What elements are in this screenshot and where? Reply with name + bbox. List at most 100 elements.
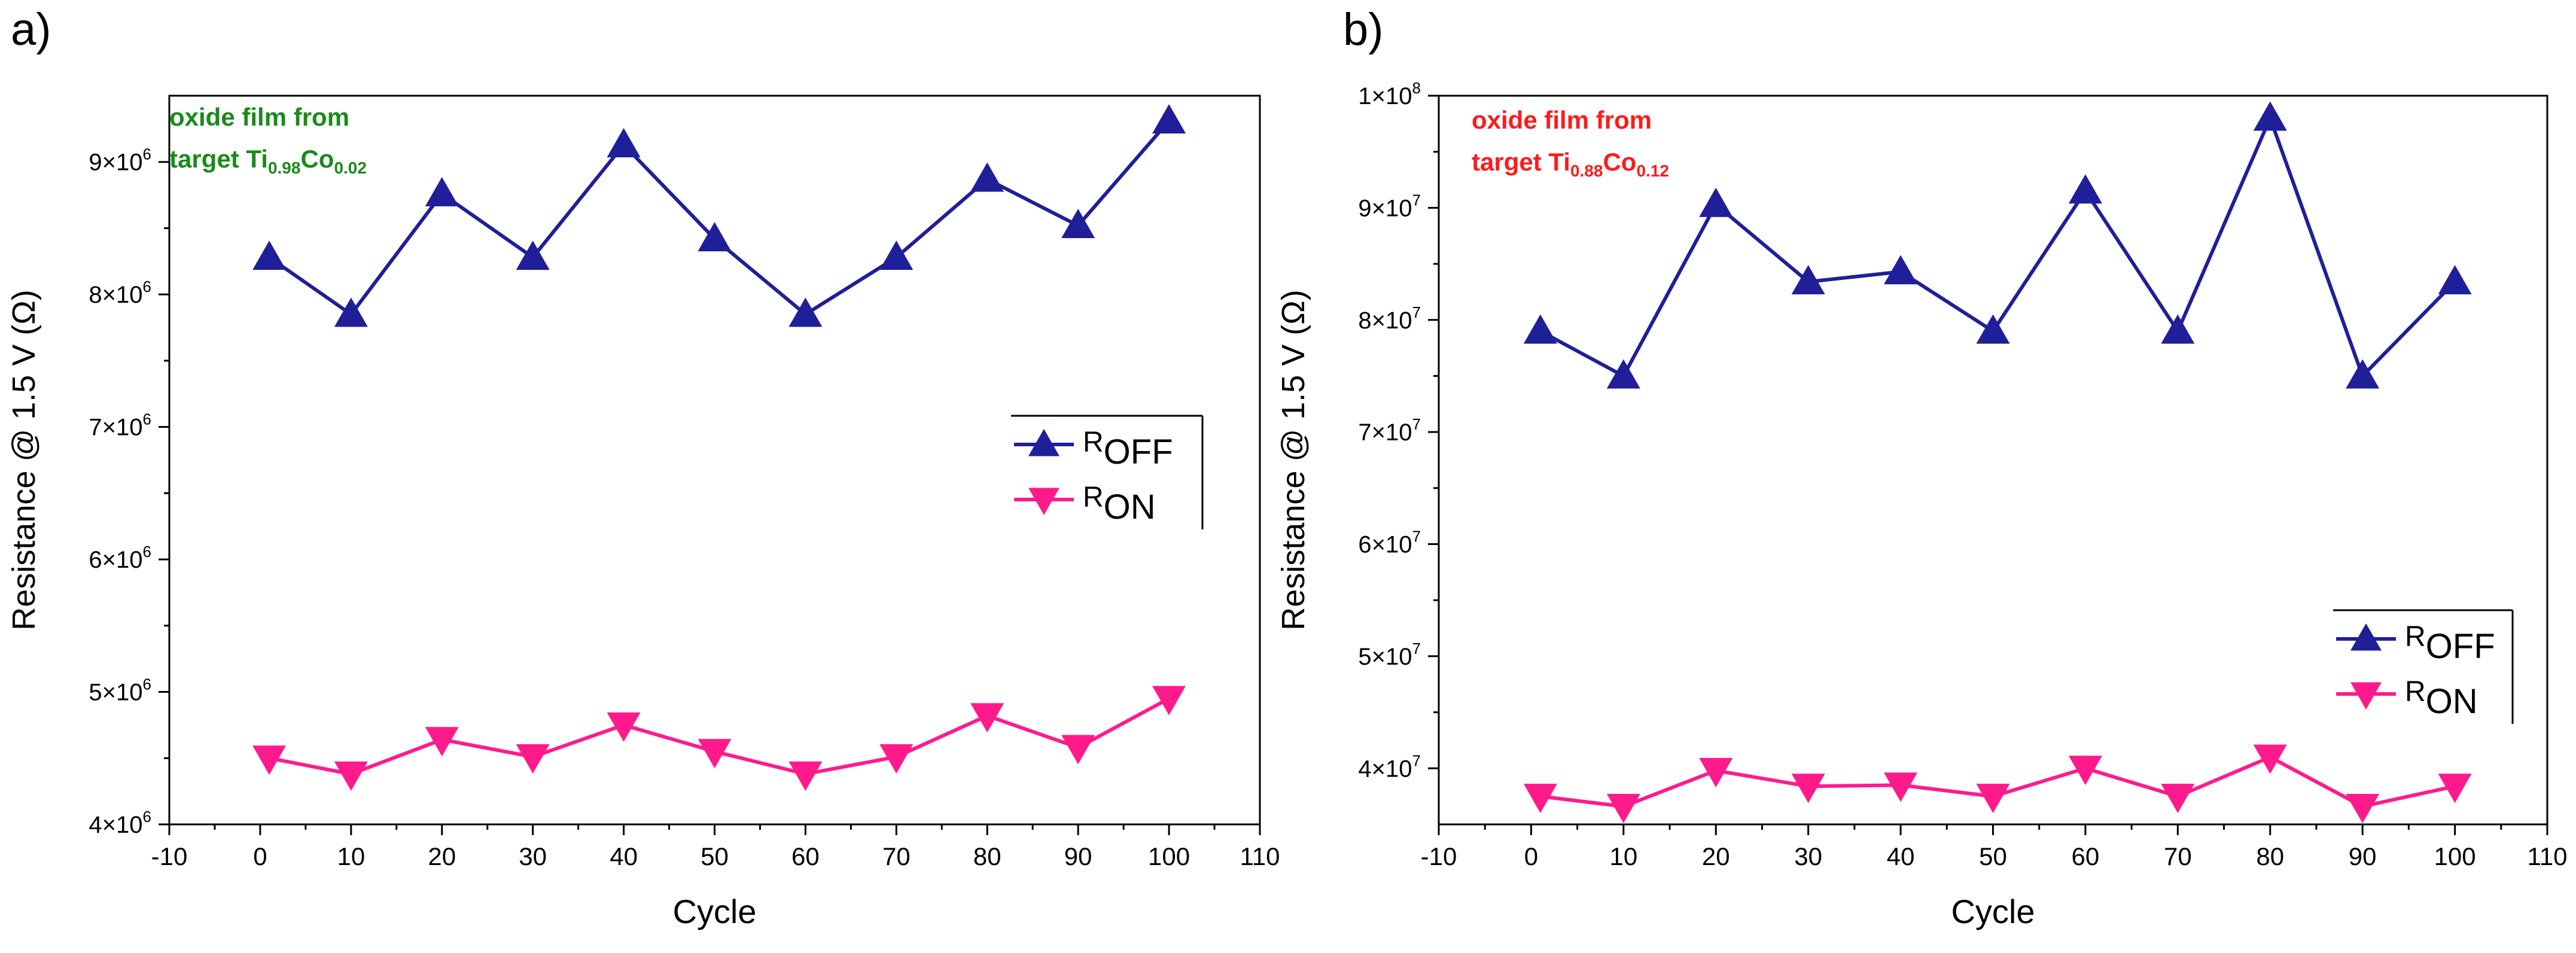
data-point [788,761,823,791]
x-tick-label: 70 [882,842,911,870]
data-point [252,240,287,270]
y-tick-exponent: 7 [1412,640,1421,657]
data-point [879,744,914,774]
y-tick-mantissa: 9×10 [89,150,142,176]
data-point [1884,255,1918,285]
legend-label: RON [2405,676,2478,721]
legend-swatch-marker [1028,488,1059,515]
annotation-subscript-1: 0.88 [1570,162,1603,180]
y-tick-label: 5×106 [89,675,151,706]
annotation-line1: oxide film from [169,103,349,131]
data-point [2346,359,2380,389]
y-tick-mantissa: 7×10 [89,415,142,441]
panel-label: a) [11,4,51,55]
data-point [607,127,641,157]
data-point [1791,265,1825,295]
y-tick-label: 8×106 [89,278,151,308]
y-tick-exponent: 7 [1412,191,1421,209]
legend-swatch-marker [2350,623,2382,651]
x-tick-label: 30 [519,842,547,870]
y-tick-mantissa: 8×10 [1358,307,1412,334]
data-point [2438,774,2472,803]
y-tick-exponent: 6 [143,808,151,826]
data-point [1152,104,1186,134]
legend-label: ROFF [1083,427,1173,471]
legend-swatch-marker [1028,429,1059,456]
y-tick-label: 4×106 [89,808,151,838]
y-tick-label: 6×106 [89,543,151,573]
data-point [698,739,732,769]
x-tick-label: 10 [337,842,365,870]
data-point [1976,784,2010,814]
data-point [1791,774,1825,803]
y-tick-exponent: 7 [1412,528,1421,546]
data-point [1523,784,1557,814]
y-tick-mantissa: 4×10 [1358,756,1412,782]
y-tick-label: 6×107 [1358,528,1421,558]
x-tick-label: 110 [2528,842,2568,870]
data-point [788,297,823,327]
data-point [2161,784,2195,814]
data-point [1061,209,1095,239]
y-tick-exponent: 7 [1412,303,1421,321]
y-tick-mantissa: 6×10 [89,547,142,573]
x-tick-label: 0 [253,842,267,870]
x-tick-label: 110 [1240,842,1280,870]
x-tick-label: 20 [1702,842,1730,870]
chart-panel-a: a)-10 0 10 20 30 40 50 60 70 80 90 100 1104×1065×106… [6,4,1280,930]
y-tick-mantissa: 8×10 [89,282,142,308]
x-tick-label: 40 [1887,842,1915,870]
y-tick-label: 9×106 [89,145,151,176]
data-point [1699,758,1733,788]
legend-label-sub: OFF [2426,627,2495,666]
y-tick-label: 8×107 [1358,303,1421,334]
data-point [1152,686,1186,715]
legend-label-main: R [1083,427,1104,458]
y-tick-mantissa: 4×10 [89,812,142,838]
y-tick-mantissa: 1×10 [1358,83,1412,109]
data-point [516,240,550,270]
y-tick-exponent: 6 [143,145,151,163]
x-tick-label: 60 [791,842,820,870]
annotation-element: Co [1603,148,1636,176]
y-tick-exponent: 6 [143,675,151,693]
series-line [269,696,1170,776]
y-tick-label: 4×107 [1358,751,1421,782]
y-tick-label: 1×108 [1358,79,1421,109]
x-tick-label: -10 [1421,842,1457,870]
x-tick-label: 70 [2164,842,2192,870]
x-tick-label: 30 [1794,842,1822,870]
y-tick-exponent: 6 [143,543,151,561]
data-point [1699,187,1733,217]
data-point [516,744,550,774]
x-tick-label: 50 [1979,842,2007,870]
y-tick-exponent: 6 [143,278,151,296]
annotation-line1: oxide film from [1472,106,1652,134]
legend-label-sub: ON [1104,488,1156,526]
data-point [2438,265,2472,295]
y-tick-label: 7×106 [89,410,151,441]
y-tick-exponent: 7 [1412,751,1421,769]
legend: ROFF RON [2333,609,2514,724]
annotation-subscript-2: 0.02 [334,159,367,177]
x-tick-label: 100 [2434,842,2476,870]
annotation-prefix: target Ti [1472,148,1570,176]
chart-panel-b: b)-10 0 10 20 30 40 50 60 70 80 90 100 1104×1075×107… [1275,4,2567,930]
data-point [1606,794,1640,824]
x-tick-label: 100 [1148,842,1190,870]
y-tick-mantissa: 5×10 [89,680,142,706]
y-tick-mantissa: 5×10 [1358,644,1412,670]
x-tick-label: 40 [610,842,638,870]
annotation-subscript-2: 0.12 [1636,162,1669,180]
panel-label: b) [1343,4,1384,55]
data-point [334,297,368,327]
data-point [1606,359,1640,389]
x-tick-label: -10 [151,842,188,870]
x-tick-label: 20 [428,842,456,870]
annotation-subscript-1: 0.98 [268,159,301,177]
annotation-line2: target Ti0.88Co0.12 [1472,148,1669,180]
x-tick-label: 80 [973,842,1001,870]
y-tick-label: 9×107 [1358,191,1421,221]
legend-label: ROFF [2405,621,2495,666]
x-tick-label: 60 [2072,842,2100,870]
